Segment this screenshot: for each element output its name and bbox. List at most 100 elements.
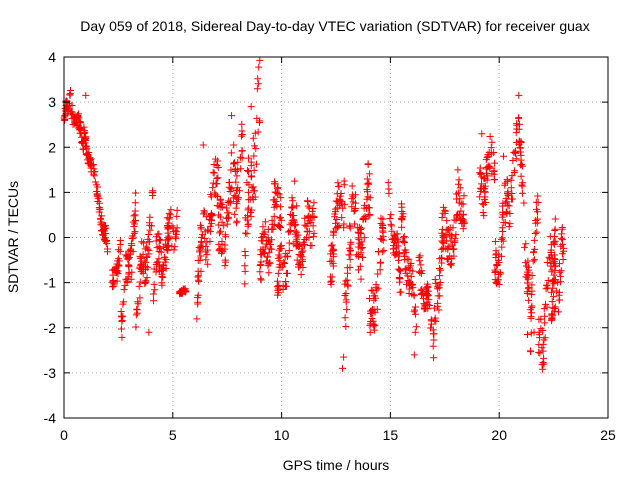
data-point — [259, 223, 267, 231]
data-point — [438, 245, 446, 253]
data-point — [304, 198, 312, 206]
data-point — [276, 242, 284, 250]
data-point — [478, 130, 486, 138]
data-point — [440, 239, 448, 247]
data-point — [548, 288, 556, 296]
data-point — [82, 135, 90, 143]
data-point — [357, 229, 365, 237]
data-point — [202, 256, 210, 264]
data-point — [365, 180, 373, 188]
data-point — [156, 236, 164, 244]
data-point — [360, 214, 368, 222]
data-point — [530, 236, 538, 244]
data-point — [327, 280, 335, 288]
data-point — [171, 227, 179, 235]
data-point — [131, 228, 139, 236]
x-tick-label: 10 — [274, 427, 290, 443]
x-tick-label: 25 — [600, 427, 616, 443]
data-point — [67, 110, 75, 118]
data-point — [282, 282, 290, 290]
data-point — [491, 237, 499, 245]
data-point — [558, 240, 566, 248]
data-point — [476, 169, 484, 177]
data-point — [342, 323, 350, 331]
data-point — [153, 259, 161, 267]
data-point — [551, 215, 559, 223]
data-point — [344, 269, 352, 277]
data-point — [275, 246, 283, 254]
data-point — [517, 139, 525, 147]
data-point — [116, 247, 124, 255]
data-point — [476, 164, 484, 172]
data-point — [243, 179, 251, 187]
data-point — [197, 267, 205, 275]
data-point — [339, 364, 347, 372]
data-point — [431, 314, 439, 322]
data-point — [194, 257, 202, 265]
data-point — [244, 220, 252, 228]
data-point — [358, 253, 366, 261]
data-point — [223, 209, 231, 217]
data-point — [416, 268, 424, 276]
data-point — [366, 294, 374, 302]
data-point — [276, 224, 284, 232]
data-point — [202, 248, 210, 256]
data-point — [518, 160, 526, 168]
data-point — [366, 328, 374, 336]
data-point — [417, 290, 425, 298]
data-point — [130, 229, 138, 237]
data-point — [257, 250, 265, 258]
data-point — [155, 255, 163, 263]
data-point — [555, 260, 563, 268]
data-point — [555, 288, 563, 296]
data-point — [349, 198, 357, 206]
data-point — [270, 196, 278, 204]
data-point — [230, 159, 238, 167]
data-point — [454, 180, 462, 188]
data-point — [271, 178, 279, 186]
data-point — [528, 291, 536, 299]
data-point — [444, 226, 452, 234]
data-point — [506, 220, 514, 228]
data-point — [274, 269, 282, 277]
data-point — [289, 197, 297, 205]
data-point — [523, 271, 531, 279]
data-point — [356, 262, 364, 270]
data-point — [401, 266, 409, 274]
data-point — [388, 227, 396, 235]
data-point — [274, 283, 282, 291]
data-point — [552, 287, 560, 295]
data-point — [427, 324, 435, 332]
data-point — [309, 205, 317, 213]
data-point — [503, 198, 511, 206]
data-point — [218, 218, 226, 226]
data-point — [528, 309, 536, 317]
data-point — [201, 208, 209, 216]
data-point — [518, 181, 526, 189]
data-point — [116, 236, 124, 244]
data-point — [535, 315, 543, 323]
data-point — [361, 215, 369, 223]
data-point — [378, 248, 386, 256]
data-point — [213, 161, 221, 169]
data-point — [411, 303, 419, 311]
data-point — [125, 263, 133, 271]
data-point — [112, 268, 120, 276]
data-point — [395, 266, 403, 274]
data-point — [103, 248, 111, 256]
data-point — [231, 210, 239, 218]
data-point — [535, 348, 543, 356]
data-point — [230, 194, 238, 202]
data-point — [151, 286, 159, 294]
data-point — [115, 257, 123, 265]
data-point — [222, 233, 230, 241]
data-point — [430, 354, 438, 362]
data-point — [238, 130, 246, 138]
data-point — [551, 251, 559, 259]
data-point — [448, 232, 456, 240]
data-point — [164, 235, 172, 243]
data-point — [156, 267, 164, 275]
data-point — [453, 211, 461, 219]
data-point — [499, 237, 507, 245]
data-point — [90, 161, 98, 169]
